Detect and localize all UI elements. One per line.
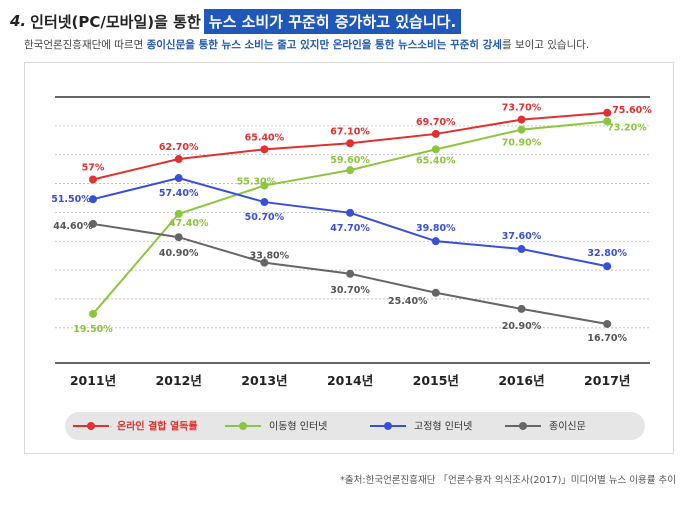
data-label: 69.70%	[416, 117, 456, 128]
data-point	[174, 209, 183, 218]
legend-label: 종이신문	[549, 421, 586, 433]
data-label: 16.70%	[587, 333, 627, 344]
data-point	[346, 269, 355, 278]
x-tick-label: 2016년	[498, 373, 544, 388]
data-point	[603, 108, 612, 117]
data-label: 51.50%	[51, 194, 91, 205]
data-label: 40.90%	[159, 248, 199, 259]
legend-swatch-dot	[239, 422, 247, 430]
data-label: 30.70%	[330, 285, 370, 296]
data-label: 25.40%	[388, 296, 428, 307]
data-label: 47.70%	[330, 223, 370, 234]
legend-label: 고정형 인터넷	[414, 421, 472, 433]
title-text: 인터넷(PC/모바일)을 통한	[30, 12, 201, 31]
data-label: 65.40%	[245, 132, 285, 143]
data-point	[346, 166, 355, 175]
x-tick-label: 2015년	[413, 373, 459, 388]
data-label: 57%	[82, 162, 105, 173]
data-point	[517, 245, 526, 254]
subtitle-emphasis: 종이신문을 통한 뉴스 소비는 줄고 있지만 온라인을 통한 뉴스소비는 꾸준히…	[146, 39, 502, 51]
data-point	[89, 195, 97, 204]
data-label: 65.40%	[416, 155, 456, 166]
data-point	[603, 319, 612, 328]
data-point	[260, 181, 269, 190]
data-label: 62.70%	[159, 142, 199, 153]
data-point	[260, 258, 269, 267]
title-highlight: 뉴스 소비가 꾸준히 증가하고 있습니다.	[203, 8, 462, 34]
data-point	[431, 288, 440, 297]
chart-container: 2011년 2012년 2013년 2014년 2015년 2016년 2017년 57% 62…	[24, 62, 674, 454]
page-title: 4. 인터넷(PC/모바일)을 통한 뉴스 소비가 꾸준히 증가하고 있습니다.	[10, 8, 462, 34]
data-label: 33.80%	[250, 251, 290, 262]
x-tick-label: 2011년	[70, 373, 116, 388]
data-point	[174, 233, 183, 242]
legend-label: 온라인 결합 열독률	[117, 420, 198, 433]
data-label: 59.60%	[330, 155, 370, 166]
data-label: 50.70%	[245, 212, 285, 223]
data-point	[89, 219, 97, 228]
data-point	[346, 208, 355, 217]
data-label: 37.60%	[502, 231, 542, 242]
line-chart: 2011년 2012년 2013년 2014년 2015년 2016년 2017년 57% 62…	[51, 96, 652, 440]
data-label: 20.90%	[502, 321, 542, 332]
legend-swatch-dot	[87, 422, 95, 430]
source-note: *출처:한국언론진흥재단 「언론수용자 의식조사(2017)」미디어별 뉴스 이…	[340, 475, 676, 486]
data-label: 57.40%	[159, 188, 199, 199]
data-point	[431, 129, 440, 138]
data-label: 55.30%	[237, 177, 277, 188]
page-subtitle: 한국언론진흥재단에 따르면 종이신문을 통한 뉴스 소비는 줄고 있지만 온라인…	[24, 37, 589, 52]
data-point	[431, 145, 440, 154]
data-label: 32.80%	[587, 248, 627, 259]
data-point	[89, 175, 97, 184]
title-number: 4.	[10, 12, 27, 30]
data-point	[603, 117, 612, 126]
data-point	[431, 237, 440, 246]
data-point	[603, 262, 612, 271]
data-point	[260, 198, 269, 207]
x-tick-label: 2014년	[327, 373, 373, 388]
data-label: 47.40%	[169, 218, 209, 229]
data-point	[517, 115, 526, 124]
x-tick-label: 2012년	[156, 373, 202, 388]
x-tick-label: 2013년	[241, 373, 287, 388]
legend-label: 이동형 인터넷	[269, 421, 327, 433]
data-label: 75.60%	[612, 105, 652, 116]
legend-swatch-dot	[519, 422, 527, 430]
data-label: 39.80%	[416, 223, 456, 234]
subtitle-part-c: 를 보이고 있습니다.	[501, 39, 590, 51]
data-point	[174, 155, 183, 164]
data-label: 73.20%	[607, 122, 647, 133]
data-label: 70.90%	[502, 138, 542, 149]
data-point	[260, 145, 269, 154]
data-point	[89, 309, 97, 318]
legend-box	[65, 412, 645, 440]
data-label: 19.50%	[73, 324, 113, 335]
data-point	[517, 304, 526, 313]
data-point	[174, 174, 183, 183]
data-label: 73.70%	[502, 103, 542, 114]
data-point	[517, 125, 526, 134]
x-tick-label: 2017년	[584, 373, 630, 388]
data-label: 44.60%	[53, 221, 93, 232]
subtitle-part-a: 한국언론진흥재단에 따르면	[24, 39, 147, 51]
data-label: 67.10%	[330, 126, 370, 137]
legend-swatch-dot	[384, 422, 392, 430]
data-point	[346, 139, 355, 148]
